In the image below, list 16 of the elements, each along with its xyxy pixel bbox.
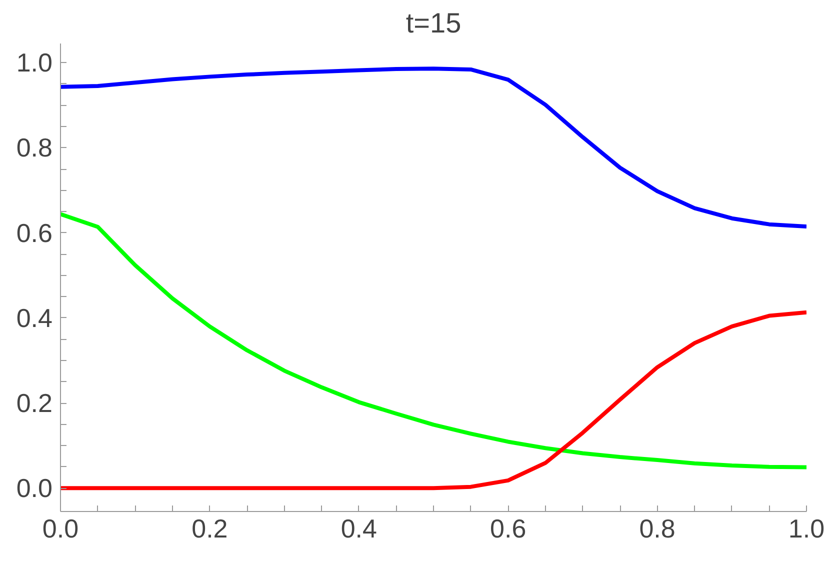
x-tick-label: 0.8 bbox=[639, 514, 676, 544]
x-tick-label: 0.4 bbox=[340, 514, 377, 544]
line-series bbox=[60, 212, 806, 470]
chart-title: t=15 bbox=[406, 8, 462, 38]
x-tick-label: 0.0 bbox=[42, 514, 79, 544]
y-tick-label: 0.4 bbox=[16, 302, 53, 333]
x-tick-label: 1.0 bbox=[788, 514, 825, 544]
y-tick-label: 1.0 bbox=[16, 48, 53, 78]
y-tick-label: 0.0 bbox=[16, 473, 53, 504]
y-tick-label: 0.8 bbox=[16, 132, 53, 163]
line-series bbox=[60, 66, 806, 228]
x-tick-label: 0.2 bbox=[192, 514, 228, 544]
line-series bbox=[60, 310, 806, 490]
y-tick-label: 0.2 bbox=[16, 388, 53, 418]
y-tick-label: 0.6 bbox=[16, 218, 53, 248]
x-tick-label: 0.6 bbox=[490, 514, 526, 544]
